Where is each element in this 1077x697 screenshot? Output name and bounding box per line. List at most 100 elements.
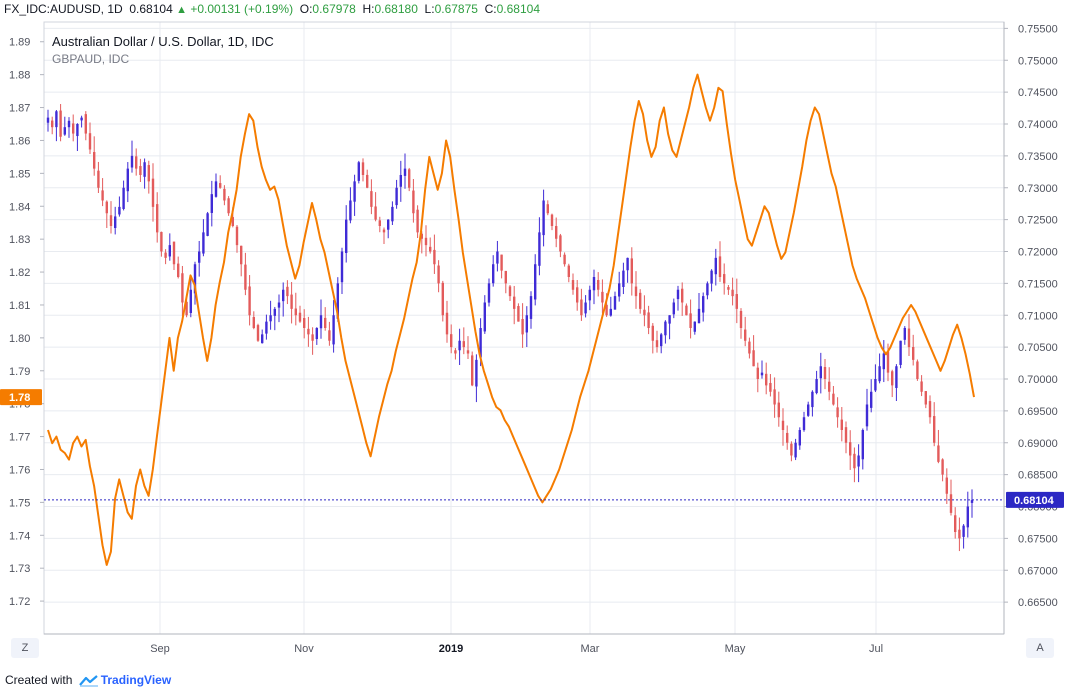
candle-body [109,215,113,226]
candle-body [462,341,465,348]
candle-body [277,302,281,308]
low-label: L: [424,2,435,16]
left-tick-label: 1.89 [9,37,30,49]
candle-body [576,287,579,303]
left-tick-label: 1.81 [9,300,30,312]
footer: Created with TradingView [5,673,171,687]
candle-body [660,334,663,347]
candle-body [622,270,625,287]
right-tick-label: 0.71500 [1018,278,1058,290]
candle-body [954,515,957,532]
candle-body [807,404,810,416]
candle-body [580,299,583,316]
time-tick-label: Nov [294,643,314,655]
candle-body [933,416,936,443]
candle-body [886,351,890,373]
candle-body [378,220,381,226]
candle-body [941,459,944,475]
candle-body [164,252,167,258]
right-tick-label: 0.68500 [1018,470,1058,482]
right-tick-label: 0.71000 [1018,310,1058,322]
candle-body [689,313,692,328]
right-tick-label: 0.72500 [1018,215,1058,227]
candle-body [693,321,696,332]
candle-body [538,232,541,266]
candle-body [487,283,491,303]
candle-body [412,190,415,214]
candle-body [437,265,440,284]
candle-body [319,315,323,329]
candle-body [878,366,881,382]
candle-body [714,257,717,275]
candle-body [336,283,339,319]
tradingview-brand[interactable]: TradingView [100,673,172,687]
symbol-label[interactable]: FX_IDC:AUDUSD, 1D [4,2,123,16]
candle-body [214,181,218,197]
candle-body [63,127,66,135]
high-label: H: [362,2,375,16]
candle-body [861,430,864,460]
candle-body [273,308,276,316]
candle-body [399,175,402,187]
auto-scale-left-button[interactable]: Z [11,638,39,658]
candle-body [865,404,869,427]
candle-body [937,445,940,462]
candle-body [844,427,848,443]
candle-body [534,264,537,300]
candle-body [891,371,894,386]
candle-body [899,340,902,365]
candle-body [790,443,793,456]
gbpaud-last-badge [0,389,42,406]
candle-body [59,110,62,137]
candle-body [403,168,407,176]
candle-body [298,312,302,322]
candle-body [567,265,570,277]
last-price-badge [1006,491,1064,508]
candle-body [80,117,83,121]
candle-body [832,393,835,405]
candle-body [357,162,360,181]
candle-body [408,169,411,188]
time-axis-ticks: Sep Nov 2019 Mar May Jul [150,643,883,655]
candle-body [84,114,87,134]
candle-body [122,187,125,209]
change-value: +0.00131 (+0.19%) [190,2,294,16]
candle-body [786,432,789,443]
plot-border [43,21,1005,635]
candle-body [584,302,587,314]
left-tick-label: 1.83 [9,234,30,246]
candle-body [710,270,713,284]
right-tick-label: 0.75500 [1018,23,1058,35]
candle-body [928,401,932,418]
candle-body [332,315,335,345]
candle-body [126,168,129,192]
candle-body [828,381,831,392]
candle-body [382,229,386,233]
candle-body [219,183,222,188]
candle-body [269,315,272,322]
left-tick-label: 1.85 [9,168,30,180]
candle-body [718,256,722,277]
candle-body [542,200,545,236]
left-tick-label: 1.79 [9,366,30,378]
candle-body [819,366,822,379]
candle-body [496,251,499,264]
candle-body [227,198,230,214]
candle-body [907,328,911,348]
candle-body [949,494,953,513]
candle-body [450,334,453,348]
candle-body [441,282,444,316]
left-tick-label: 1.77 [9,432,30,444]
candle-body [945,477,948,494]
auto-scale-right-button[interactable]: A [1026,638,1054,658]
candle-body [168,245,171,257]
candle-body [756,367,759,379]
right-tick-label: 0.72000 [1018,247,1058,259]
candle-body [563,254,566,265]
candle-body [420,233,423,239]
candle-body [895,366,898,388]
candle-body [647,312,650,328]
candle-body [315,328,318,340]
candle-body [307,328,310,335]
